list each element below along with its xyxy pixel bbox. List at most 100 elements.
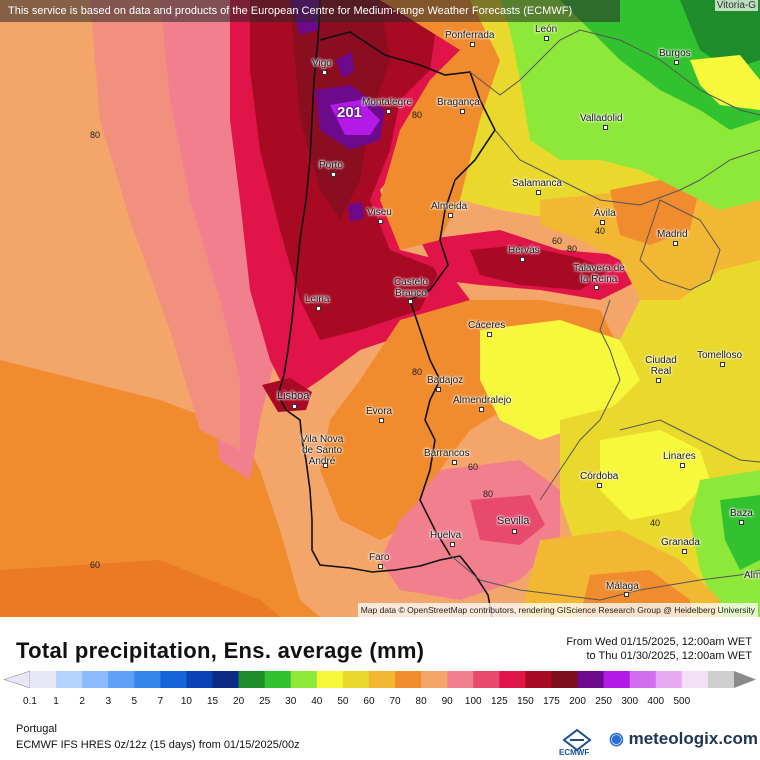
city-marker [460,109,465,114]
city-marker [323,463,328,468]
city-marker [379,418,384,423]
city-label: Tomelloso [697,350,743,361]
city-label: Baza [730,508,753,519]
city-label: Montalegre [362,97,413,108]
city-marker [624,592,629,597]
ecmwf-logo-text: ECMWF [559,748,590,757]
brand-logo[interactable]: ◉ meteologix.com [609,729,758,749]
legend-swatch [30,671,57,688]
city-marker [487,332,492,337]
contour-label: 80 [412,110,423,120]
precipitation-field [0,0,760,617]
legend-label: 15 [206,696,219,707]
legend-swatch [499,671,526,688]
map-attribution: Map data © OpenStreetMap contributors, r… [357,603,758,617]
city-label: Vila Nova de Santo André [300,434,344,467]
city-label: Cáceres [468,320,506,331]
legend-swatch [238,671,266,688]
legend-swatch [316,671,344,688]
city-marker [680,463,685,468]
city-label: Granada [661,537,700,548]
city-marker [600,220,605,225]
legend-swatch [264,671,292,688]
contour-label: 80 [90,130,101,140]
legend-swatch [368,671,396,688]
legend-label: 60 [363,696,375,707]
legend-swatch [551,671,579,688]
legend-swatch [707,671,735,688]
legend-swatch [160,671,187,688]
legend-swatch [681,671,709,688]
city-label: Bragança [437,97,480,108]
legend-label: 100 [464,696,482,707]
legend-label: 300 [621,696,639,707]
contour-label: 60 [468,462,479,472]
city-label: Almeida [431,201,468,212]
legend-label: 20 [233,696,245,707]
legend-label: 3 [105,696,111,707]
city-label: Almendralejo [453,395,512,406]
city-marker [479,407,484,412]
legend-swatch [447,671,474,688]
city-marker [316,306,321,311]
city-marker [512,529,517,534]
city-marker [436,387,441,392]
legend-label: 10 [180,696,192,707]
legend-arrow-right [734,671,756,688]
legend-bar [3,670,756,689]
city-label: Talavera de la Reina [573,263,625,285]
city-label: Sevilla [497,515,530,527]
city-marker [292,404,297,409]
city-marker [594,285,599,290]
city-label: Ciudad Real [645,355,677,377]
contour-label: 40 [650,518,661,528]
city-label: Vigo [312,58,332,69]
city-label: Porto [319,160,343,171]
city-marker [520,257,525,262]
legend-label: 0.1 [23,696,37,707]
city-label: León [535,24,558,35]
chart-title: Total precipitation, Ens. average (mm) [16,638,425,663]
legend-swatch [473,671,500,688]
legend-swatch [655,671,683,688]
contour-label: 80 [483,489,494,499]
contour-label: 40 [595,226,606,236]
city-marker [470,42,475,47]
city-marker [673,241,678,246]
legend-swatch [395,671,422,688]
color-legend [3,670,756,689]
period-from: From Wed 01/15/2025, 12:00am WET [566,636,752,648]
ecmwf-logo-icon [562,728,592,752]
legend-label: 500 [673,696,691,707]
region-label: Portugal [16,723,57,735]
city-label: Alm [744,570,760,581]
legend-label: 250 [595,696,612,707]
legend-arrow-left [3,670,31,689]
legend-label: 90 [441,696,453,707]
legend-label: 40 [311,696,323,707]
brand-name: meteologix.com [628,729,758,748]
city-label: Ponferrada [445,30,495,41]
city-label: Castelo Branco [394,277,428,299]
legend-swatch [212,671,240,688]
contour-label: 60 [90,560,101,570]
legend-label: 25 [259,696,271,707]
city-marker [603,125,608,130]
city-label: Burgos [659,48,691,59]
city-marker [378,219,383,224]
legend-label: 1 [53,696,59,707]
city-label: Viseu [367,207,392,218]
city-marker [450,542,455,547]
contour-label: 80 [567,244,578,254]
corner-city-label: Vitoria-G [714,0,758,11]
city-marker [674,60,679,65]
legend-swatch [82,671,109,688]
legend-label: 80 [415,696,427,707]
city-label: Faro [369,552,390,563]
city-label: Córdoba [580,471,619,482]
legend-swatch [603,671,631,688]
city-label: Évora [366,406,393,417]
city-label: Linares [663,451,696,462]
city-label: Lisboa [277,390,310,402]
city-marker [682,549,687,554]
